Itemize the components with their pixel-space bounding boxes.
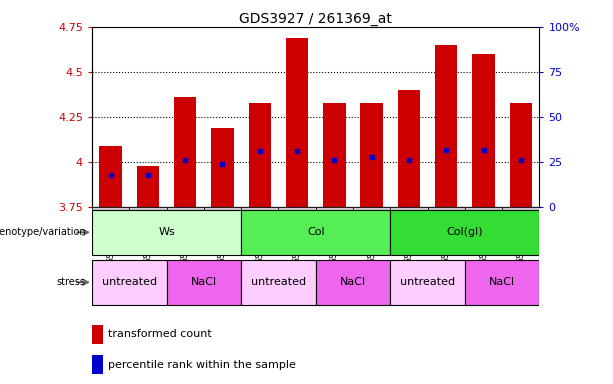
Text: GSM420232: GSM420232 [106, 210, 115, 264]
Bar [435, 45, 457, 207]
Text: genotype/variation: genotype/variation [0, 227, 86, 237]
Bar [316, 207, 353, 252]
Text: GSM420242: GSM420242 [479, 210, 488, 264]
Bar [286, 38, 308, 207]
Text: GSM420240: GSM420240 [405, 210, 413, 264]
Text: percentile rank within the sample: percentile rank within the sample [108, 360, 295, 370]
Bar [167, 260, 241, 305]
Text: untreated: untreated [102, 277, 157, 287]
Bar [249, 103, 271, 207]
Bar [390, 207, 428, 252]
Text: GSM420241: GSM420241 [442, 210, 451, 264]
Bar [92, 324, 103, 344]
Text: NaCl: NaCl [489, 277, 515, 287]
Bar [278, 207, 316, 252]
Text: Ws: Ws [158, 227, 175, 237]
Bar [92, 207, 129, 252]
Bar [241, 260, 316, 305]
Title: GDS3927 / 261369_at: GDS3927 / 261369_at [239, 12, 392, 26]
Bar [92, 355, 103, 374]
Bar [241, 207, 278, 252]
Text: GSM420235: GSM420235 [218, 210, 227, 264]
Bar [137, 166, 159, 207]
Bar [360, 103, 383, 207]
Bar [390, 260, 465, 305]
Text: GSM420237: GSM420237 [292, 210, 302, 264]
Bar [398, 90, 420, 207]
Text: GSM420236: GSM420236 [255, 210, 264, 264]
Text: GSM420234: GSM420234 [181, 210, 189, 264]
Text: Col: Col [307, 227, 324, 237]
Bar [92, 260, 167, 305]
Bar [465, 207, 502, 252]
Bar [211, 128, 234, 207]
Text: NaCl: NaCl [191, 277, 217, 287]
Bar [99, 146, 122, 207]
Bar [465, 260, 539, 305]
Text: untreated: untreated [400, 277, 455, 287]
Text: stress: stress [57, 277, 86, 287]
Text: GSM420243: GSM420243 [516, 210, 525, 264]
Bar [472, 54, 495, 207]
Text: transformed count: transformed count [108, 329, 211, 339]
Text: GSM420238: GSM420238 [330, 210, 339, 264]
Bar [428, 207, 465, 252]
Bar [323, 103, 346, 207]
Bar [204, 207, 241, 252]
Bar [502, 207, 539, 252]
Bar [174, 97, 196, 207]
Text: Col(gl): Col(gl) [446, 227, 483, 237]
Bar [353, 207, 390, 252]
Text: NaCl: NaCl [340, 277, 366, 287]
Bar [129, 207, 167, 252]
Bar [316, 260, 390, 305]
Bar [241, 210, 390, 255]
Bar [509, 103, 532, 207]
Text: untreated: untreated [251, 277, 306, 287]
Bar [92, 210, 241, 255]
Text: GSM420233: GSM420233 [143, 210, 153, 264]
Bar [167, 207, 204, 252]
Bar [390, 210, 539, 255]
Text: GSM420239: GSM420239 [367, 210, 376, 264]
